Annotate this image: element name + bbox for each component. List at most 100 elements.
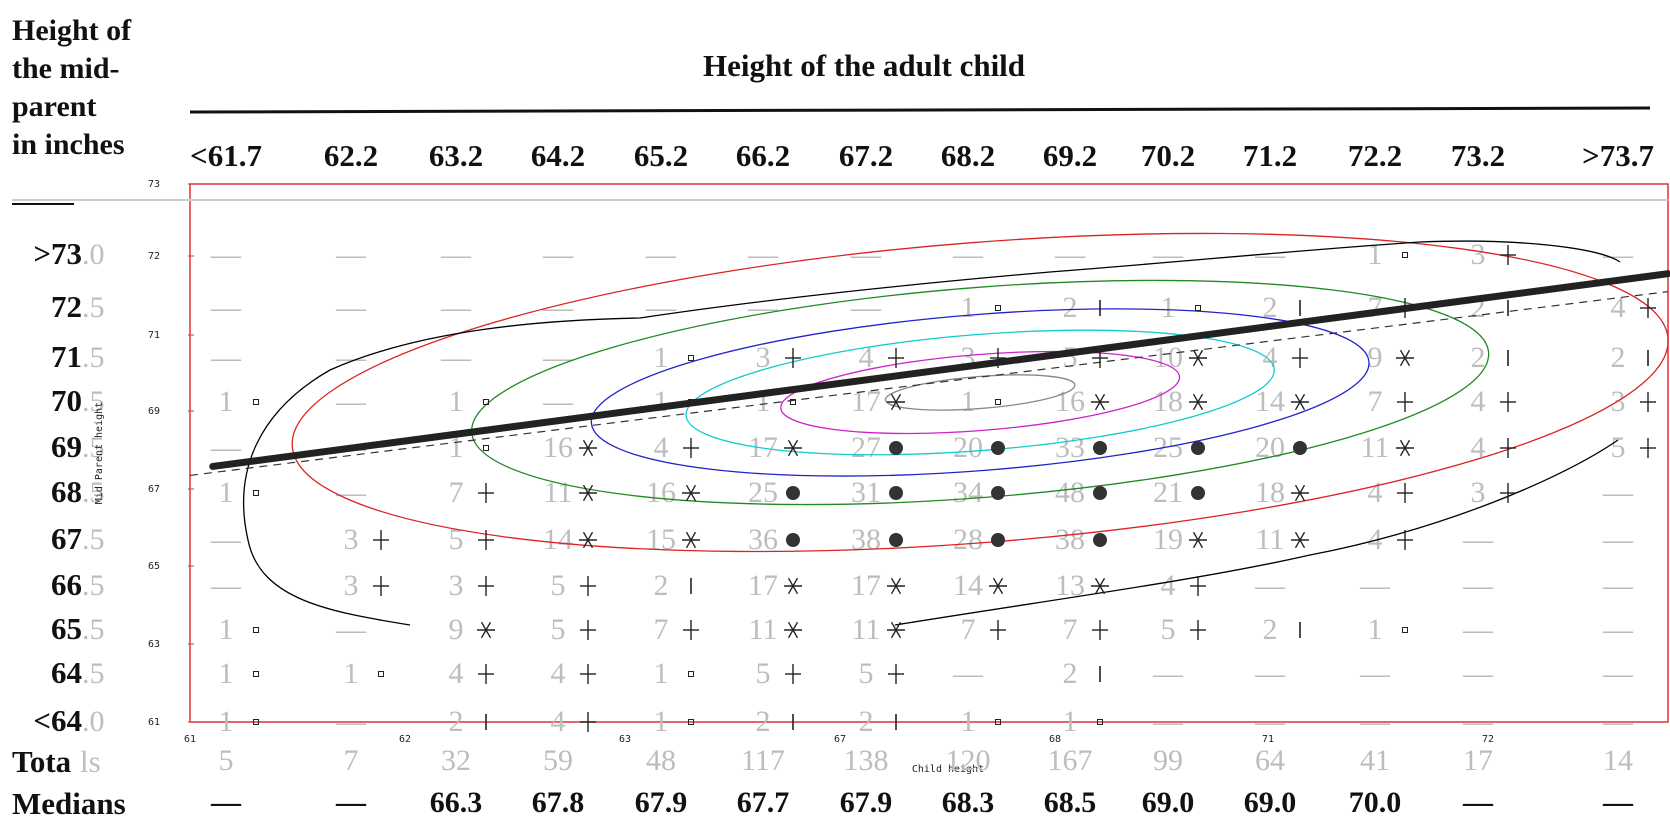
y-tick-label: 67 — [148, 484, 160, 495]
total-value: 7 — [344, 744, 359, 777]
table-cell: 4 — [1368, 476, 1383, 509]
scatter-point-small — [790, 399, 796, 405]
scatter-point-star — [1294, 393, 1306, 411]
scatter-point-small — [688, 399, 694, 405]
scatter-point-star — [1399, 439, 1411, 457]
scatter-point-small — [483, 399, 489, 405]
table-cell: — — [210, 569, 242, 602]
table-cell: 10 — [1153, 341, 1183, 374]
row-header-line-1: Height of — [12, 14, 132, 47]
scatter-point-small — [1195, 305, 1201, 311]
row-header-line-2: the mid- — [12, 52, 120, 85]
table-cell: 1 — [961, 705, 976, 738]
row-label-suffix: .5 — [82, 341, 105, 374]
row-label-suffix: .5 — [82, 569, 105, 602]
table-cell: 1 — [344, 657, 359, 690]
table-cell: 1 — [654, 385, 669, 418]
table-cell: 18 — [1255, 476, 1285, 509]
table-cell: — — [1462, 705, 1494, 738]
regression-line — [209, 270, 1670, 470]
scatter-point-star — [992, 577, 1004, 595]
table-cell: 5 — [859, 657, 874, 690]
table-cell: 1 — [1161, 291, 1176, 324]
y-tick-label: 72 — [148, 251, 160, 262]
scatter-point-large — [1293, 441, 1307, 455]
scatter-point-small — [1402, 627, 1408, 633]
scatter-point-large — [786, 486, 800, 500]
table-cell: — — [210, 431, 242, 464]
table-cell: — — [210, 523, 242, 556]
column-label: 63.2 — [429, 138, 483, 173]
table-cell: 17 — [748, 569, 778, 602]
row-label: 71 — [51, 339, 82, 374]
medians-label: Medians — [12, 786, 126, 821]
table-cell: 1 — [1063, 705, 1078, 738]
table-cell: 1 — [654, 705, 669, 738]
median-value: — — [335, 786, 367, 819]
table-cell: 1 — [219, 476, 234, 509]
table-cell: — — [1462, 613, 1494, 646]
column-label: 73.2 — [1451, 138, 1505, 173]
median-value: — — [1602, 786, 1634, 819]
scatter-point-star — [582, 484, 594, 502]
table-cell: — — [1152, 705, 1184, 738]
scatter-point-star — [787, 577, 799, 595]
scatter-point-small — [253, 627, 259, 633]
row-label-suffix: .5 — [82, 476, 105, 509]
table-cell: 16 — [543, 431, 573, 464]
row-label: 66 — [51, 567, 82, 602]
x-tick-label: 63 — [619, 734, 631, 745]
table-cell: — — [1359, 569, 1391, 602]
scatter-point-star — [480, 621, 492, 639]
median-value: — — [1462, 786, 1494, 819]
table-cell: 2 — [1611, 341, 1626, 374]
scatter-point-star — [1294, 484, 1306, 502]
table-cell: 11 — [749, 613, 778, 646]
total-value: 48 — [646, 744, 676, 777]
table-cell: 4 — [1263, 341, 1278, 374]
table-cell: 14 — [953, 569, 983, 602]
row-label-suffix: .5 — [82, 385, 105, 418]
row-label-suffix: .5 — [82, 613, 105, 646]
table-cell: 5 — [756, 657, 771, 690]
table-cell: 5 — [551, 613, 566, 646]
table-cell: 7 — [449, 476, 464, 509]
median-value: 67.7 — [737, 786, 790, 819]
table-cell: — — [1359, 657, 1391, 690]
table-cell: 7 — [961, 613, 976, 646]
scatter-point-small — [688, 719, 694, 725]
table-cell: 4 — [551, 657, 566, 690]
dashed-line — [189, 291, 1669, 477]
table-cell: 5 — [551, 569, 566, 602]
total-value: 120 — [946, 744, 991, 777]
table-cell: — — [210, 238, 242, 271]
table-cell: 2 — [859, 705, 874, 738]
table-cell: 4 — [654, 431, 669, 464]
table-cell: 1 — [1368, 613, 1383, 646]
median-value: 69.0 — [1142, 786, 1195, 819]
table-cell: 16 — [1055, 385, 1085, 418]
table-cell: — — [542, 385, 574, 418]
table-cell: 1 — [219, 705, 234, 738]
table-cell: 38 — [851, 523, 881, 556]
table-cell: 2 — [1263, 613, 1278, 646]
row-label: 70 — [51, 383, 82, 418]
total-value: 41 — [1360, 744, 1390, 777]
table-cell: 1 — [219, 613, 234, 646]
table-cell: 2 — [1063, 657, 1078, 690]
table-cell: 7 — [1368, 385, 1383, 418]
column-label: 71.2 — [1243, 138, 1297, 173]
scatter-point-small — [1402, 252, 1408, 258]
scatter-point-small — [688, 355, 694, 361]
contour-4 — [685, 329, 1275, 456]
contour-5 — [780, 350, 1181, 435]
table-cell: — — [335, 385, 367, 418]
median-value: — — [210, 786, 242, 819]
table-cell: 13 — [1055, 569, 1085, 602]
contour-outer-lower — [894, 439, 1619, 626]
median-value: 70.0 — [1349, 786, 1402, 819]
scatter-point-star — [1399, 349, 1411, 367]
table-cell: 14 — [543, 523, 573, 556]
scatter-point-star — [685, 484, 697, 502]
table-cell: 2 — [449, 705, 464, 738]
